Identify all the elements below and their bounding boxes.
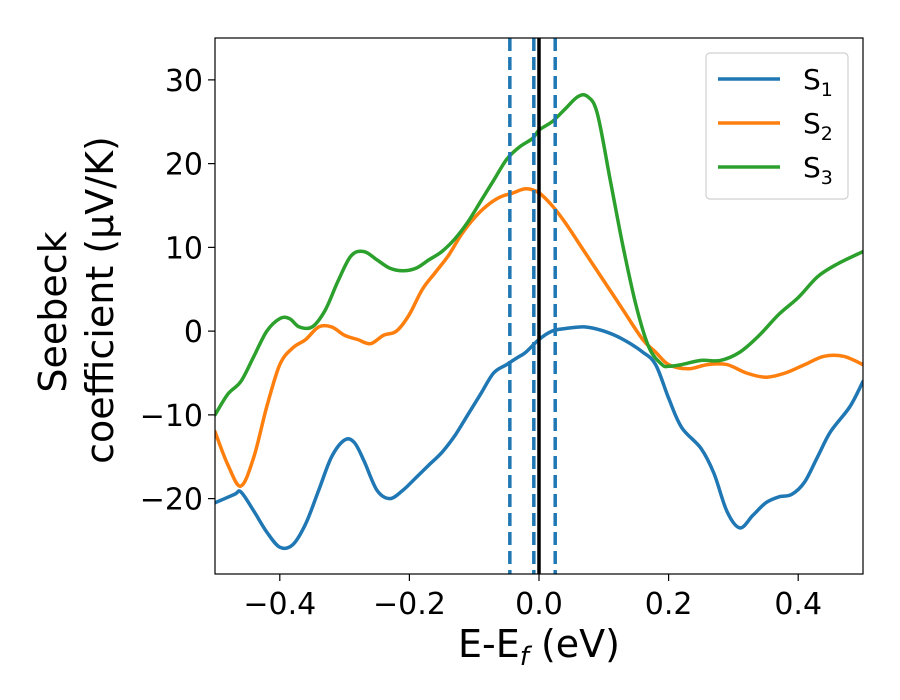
y-axis-label-line1: Seebeck [31, 231, 75, 392]
legend: S1 S2 S3 [705, 52, 849, 200]
vertical-markers [508, 38, 557, 574]
series-line-s1 [215, 325, 863, 551]
legend-box [705, 52, 849, 200]
y-axis-label-line2: coefficient (μV/K) [78, 136, 122, 464]
y-tick-label: 20 [165, 148, 203, 183]
x-tick-label: 0.4 [774, 587, 822, 622]
series-line-s3 [215, 93, 863, 417]
y-tick-label: −10 [140, 399, 203, 434]
x-tick-label: −0.2 [373, 587, 446, 622]
x-axis-label-main: E-E [458, 622, 520, 666]
series-line-s2 [215, 187, 863, 488]
x-tick-label: −0.4 [243, 587, 316, 622]
x-axis-label: E-Ef (eV) [458, 622, 620, 672]
y-tick-label: 0 [184, 315, 203, 350]
legend-label-s3: S3 [803, 151, 833, 189]
x-tick-label: 0.2 [645, 587, 693, 622]
y-tick-label: 10 [165, 231, 203, 266]
x-tick-label: 0.0 [515, 587, 563, 622]
y-tick-label: 30 [165, 64, 203, 99]
x-axis-ticks: −0.4 −0.2 0.0 0.2 0.4 [243, 574, 822, 622]
y-axis-label: Seebeck coefficient (μV/K) [31, 136, 122, 464]
legend-label-s2: S2 [803, 107, 833, 145]
x-axis-label-unit: (eV) [529, 622, 620, 666]
legend-label-s1: S1 [803, 63, 833, 101]
y-tick-label: −20 [140, 483, 203, 518]
series-layer [215, 93, 863, 551]
y-axis-ticks: −20 −10 0 10 20 30 [140, 64, 215, 518]
